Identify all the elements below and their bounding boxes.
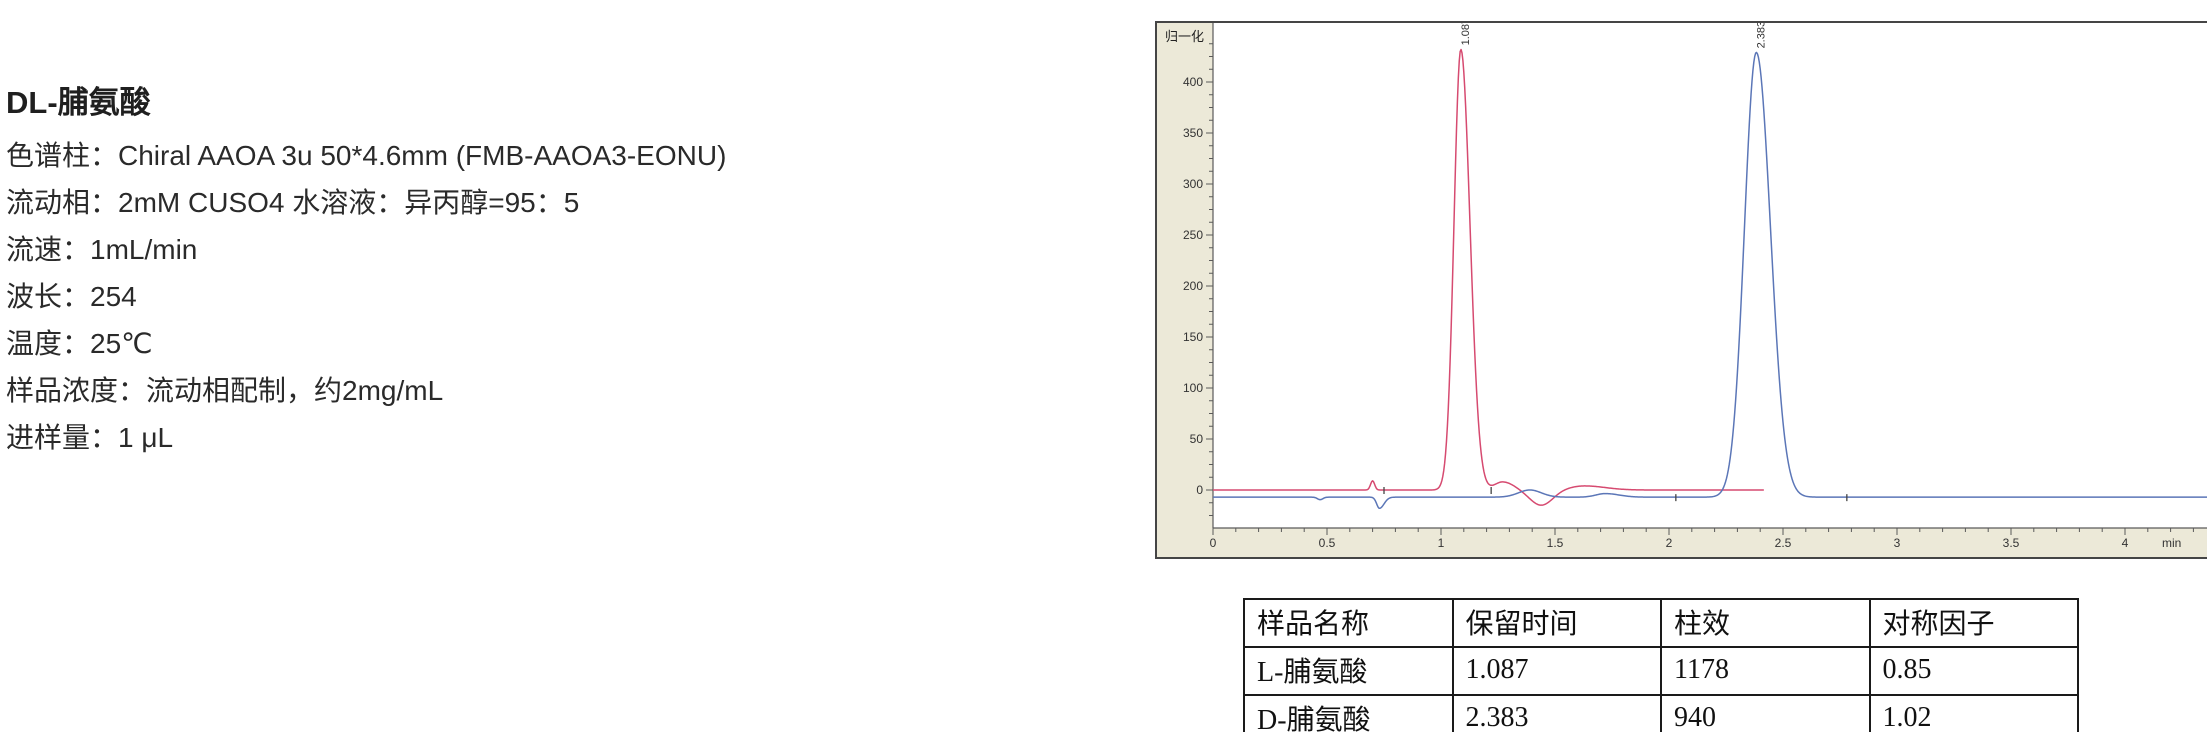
svg-text:0: 0 (1210, 536, 1217, 550)
svg-text:50: 50 (1190, 432, 1204, 446)
cell-column-efficiency: 1178 (1660, 646, 1871, 696)
sample-info-block: DL-脯氨酸 色谱柱：Chiral AAOA 3u 50*4.6mm (FMB-… (6, 84, 726, 461)
svg-text:3: 3 (1894, 536, 1901, 550)
svg-text:4: 4 (2122, 536, 2129, 550)
svg-text:3.5: 3.5 (2003, 536, 2020, 550)
header-retention-time: 保留时间 (1451, 598, 1662, 648)
svg-text:100: 100 (1183, 381, 1203, 395)
cell-symmetry-factor: 1.02 (1868, 694, 2079, 732)
svg-text:400: 400 (1183, 75, 1203, 89)
svg-text:1: 1 (1438, 536, 1445, 550)
svg-text:250: 250 (1183, 228, 1203, 242)
svg-text:2.383: 2.383 (1755, 23, 1767, 48)
cell-column-efficiency: 940 (1660, 694, 1871, 732)
svg-text:0.5: 0.5 (1319, 536, 1336, 550)
svg-text:200: 200 (1183, 279, 1203, 293)
results-table: 样品名称 保留时间 柱效 对称因子 L-脯氨酸 1.087 1178 0.85 … (1243, 598, 2079, 732)
header-symmetry-factor: 对称因子 (1868, 598, 2079, 648)
info-line-flow-rate: 流速：1mL/min (6, 234, 198, 265)
info-line-wavelength: 波长：254 (6, 281, 137, 312)
chromatogram-plot: 0 50 100 150 200 250 300 350 400 0 0.5 1 1.5 2 2.5 3 3.5… (1157, 23, 2207, 557)
header-column-efficiency: 柱效 (1660, 598, 1871, 648)
table-row: L-脯氨酸 1.087 1178 0.85 (1243, 646, 2079, 696)
header-sample-name: 样品名称 (1243, 598, 1454, 648)
cell-retention-time: 2.383 (1451, 694, 1662, 732)
table-row: D-脯氨酸 2.383 940 1.02 (1243, 694, 2079, 732)
table-header-row: 样品名称 保留时间 柱效 对称因子 (1243, 598, 2079, 648)
chromatogram-frame: 0 50 100 150 200 250 300 350 400 0 0.5 1 1.5 2 2.5 3 3.5… (1155, 21, 2207, 559)
info-line-mobile-phase: 流动相：2mM CUSO4 水溶液：异丙醇=95：5 (6, 187, 580, 218)
info-line-concentration: 样品浓度：流动相配制，约2mg/mL (6, 375, 444, 406)
svg-text:1.5: 1.5 (1547, 536, 1564, 550)
cell-retention-time: 1.087 (1451, 646, 1662, 696)
info-line-temperature: 温度：25℃ (6, 328, 153, 359)
svg-text:归一化: 归一化 (1165, 29, 1204, 44)
cell-sample-name: L-脯氨酸 (1243, 646, 1454, 696)
svg-text:350: 350 (1183, 126, 1203, 140)
sample-title: DL-脯氨酸 (6, 85, 151, 120)
svg-text:150: 150 (1183, 330, 1203, 344)
info-line-injection: 进样量：1 μL (6, 422, 174, 453)
svg-text:300: 300 (1183, 177, 1203, 191)
info-line-column: 色谱柱：Chiral AAOA 3u 50*4.6mm (FMB-AAOA3-E… (6, 140, 727, 171)
svg-text:0: 0 (1196, 483, 1203, 497)
cell-sample-name: D-脯氨酸 (1243, 694, 1454, 732)
svg-text:2: 2 (1666, 536, 1673, 550)
svg-text:min: min (2162, 536, 2181, 550)
svg-text:1.087: 1.087 (1460, 23, 1472, 45)
cell-symmetry-factor: 0.85 (1868, 646, 2079, 696)
svg-text:2.5: 2.5 (1775, 536, 1792, 550)
